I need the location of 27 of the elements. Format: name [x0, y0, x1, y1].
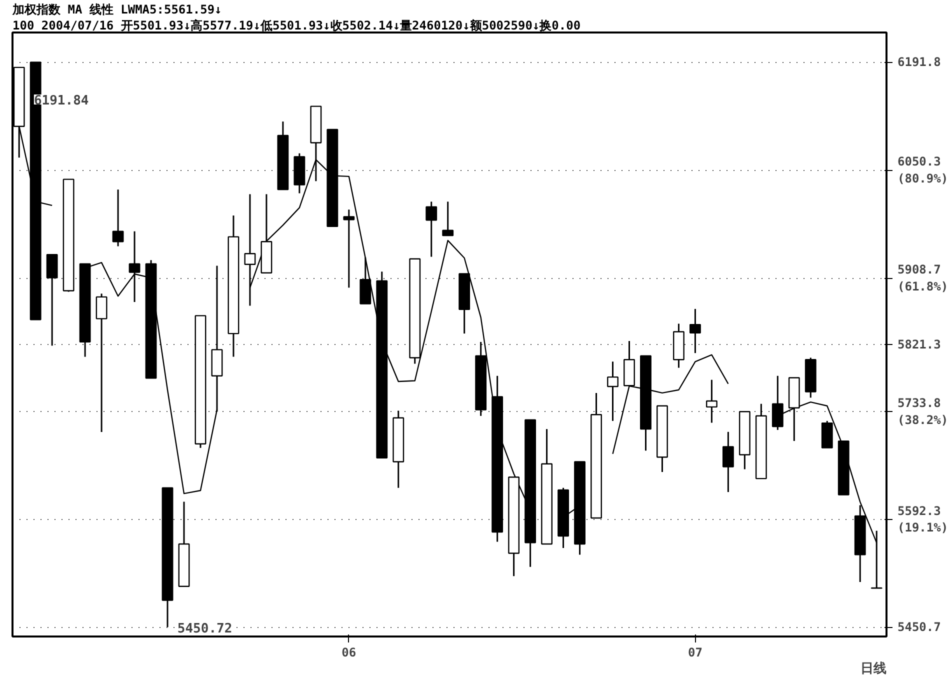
- candlestick: [607, 360, 618, 422]
- candlestick: [426, 200, 438, 258]
- y-tick-label: 5450.7: [898, 620, 941, 634]
- candlestick: [343, 208, 355, 288]
- text: 日线: [860, 662, 886, 676]
- candlestick: [442, 200, 454, 236]
- candlestick: [112, 188, 124, 248]
- y-tick-label: 5908.7 (61.8%): [898, 262, 948, 294]
- candlestick: [128, 230, 140, 303]
- chart-subtitle: 100 2004/07/16 开5501.93↓高5577.19↓低5501.93↓收5502.14↓量2460120↓额5002590↓换0.00: [12, 18, 581, 32]
- y-tick-label: 5733.8 (38.2%): [898, 396, 948, 427]
- annotation: 5450.72: [177, 622, 232, 636]
- y-tick-label: 5592.3 (19.1%): [898, 504, 948, 535]
- x-tick-label: 06: [342, 646, 356, 660]
- candlestick: [96, 292, 108, 433]
- candlestick: [772, 375, 784, 431]
- y-tick-label: 6050.3 (80.9%): [898, 154, 948, 186]
- candlestick: [244, 193, 256, 306]
- annotation: 6191.84: [34, 94, 89, 108]
- candlestick: [46, 254, 58, 346]
- candlestick: [706, 379, 718, 424]
- chart-title: 加权指数 MA 线性 LWMA5:5561.59↓: [12, 2, 222, 16]
- candlestick: [689, 308, 701, 354]
- x-tick-label: 07: [688, 646, 702, 660]
- y-tick-label: 5821.3: [898, 338, 941, 352]
- y-tick-label: 6191.8: [898, 55, 941, 70]
- candlestick: [722, 431, 734, 493]
